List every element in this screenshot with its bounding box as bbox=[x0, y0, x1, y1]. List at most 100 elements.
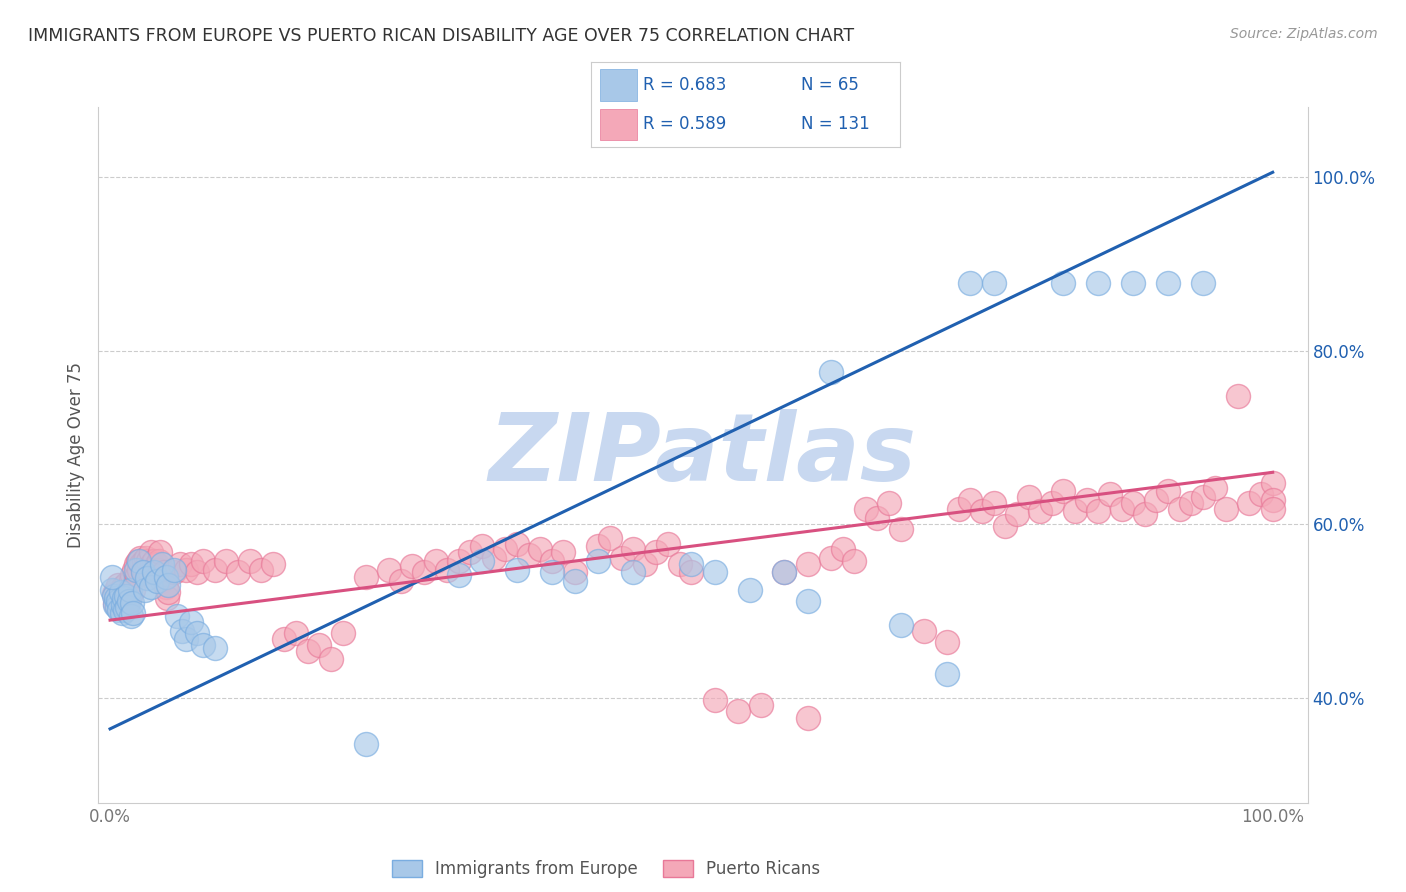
Point bbox=[773, 566, 796, 580]
Point bbox=[319, 652, 342, 666]
Point bbox=[156, 591, 179, 606]
Point bbox=[1064, 504, 1087, 518]
Point bbox=[506, 536, 529, 550]
Point bbox=[124, 563, 146, 577]
Point bbox=[447, 568, 470, 582]
Point bbox=[143, 554, 166, 568]
Point bbox=[588, 554, 610, 568]
Point bbox=[588, 539, 610, 553]
Point bbox=[127, 554, 149, 568]
Point bbox=[180, 615, 202, 629]
Bar bbox=[600, 70, 637, 101]
Point bbox=[152, 566, 174, 580]
Point bbox=[471, 539, 494, 553]
Point bbox=[668, 557, 690, 571]
Point bbox=[101, 582, 124, 597]
Point bbox=[186, 626, 208, 640]
Point bbox=[401, 559, 423, 574]
Point bbox=[1239, 496, 1261, 510]
Bar bbox=[600, 109, 637, 140]
Point bbox=[1261, 475, 1284, 490]
Point bbox=[136, 571, 159, 585]
Point bbox=[174, 632, 197, 647]
Point bbox=[186, 566, 208, 580]
Point bbox=[285, 626, 308, 640]
Point bbox=[948, 501, 970, 516]
Point bbox=[1018, 490, 1040, 504]
Point bbox=[149, 545, 172, 559]
Point bbox=[135, 550, 157, 565]
Point bbox=[890, 617, 912, 632]
Point bbox=[118, 589, 141, 603]
Point bbox=[110, 585, 132, 599]
Point bbox=[150, 557, 173, 571]
Point bbox=[983, 276, 1005, 290]
Point bbox=[1122, 276, 1144, 290]
Point bbox=[138, 554, 160, 568]
Point bbox=[471, 554, 494, 568]
Point bbox=[107, 578, 129, 592]
Y-axis label: Disability Age Over 75: Disability Age Over 75 bbox=[66, 362, 84, 548]
Point bbox=[1192, 276, 1215, 290]
Point bbox=[129, 550, 152, 565]
Point bbox=[150, 568, 173, 582]
Point bbox=[1087, 504, 1109, 518]
Point bbox=[163, 563, 186, 577]
Point bbox=[936, 635, 959, 649]
Point bbox=[128, 554, 150, 568]
Point bbox=[104, 596, 127, 610]
Point bbox=[831, 541, 853, 556]
Point bbox=[354, 737, 377, 751]
Point bbox=[148, 554, 170, 568]
Point bbox=[215, 554, 238, 568]
Point bbox=[122, 606, 145, 620]
Point bbox=[136, 563, 159, 577]
Point bbox=[645, 545, 668, 559]
Point bbox=[354, 570, 377, 584]
Point bbox=[621, 541, 644, 556]
Point bbox=[134, 582, 156, 597]
Point bbox=[155, 580, 177, 594]
Point bbox=[1204, 481, 1226, 495]
Point bbox=[110, 585, 132, 599]
Point bbox=[118, 582, 141, 597]
Point bbox=[970, 504, 993, 518]
Point bbox=[250, 563, 273, 577]
Point bbox=[134, 566, 156, 580]
Point bbox=[114, 585, 136, 599]
Point bbox=[959, 493, 981, 508]
Point bbox=[169, 557, 191, 571]
Point bbox=[517, 548, 540, 562]
Point bbox=[1168, 501, 1191, 516]
Point bbox=[163, 566, 186, 580]
Point bbox=[1052, 484, 1074, 499]
Point bbox=[866, 510, 889, 524]
Point bbox=[107, 594, 129, 608]
Point bbox=[117, 598, 139, 612]
Point bbox=[118, 594, 141, 608]
Point bbox=[108, 603, 131, 617]
Point bbox=[139, 580, 162, 594]
Point bbox=[413, 566, 436, 580]
Point bbox=[124, 557, 146, 571]
Point bbox=[111, 580, 134, 594]
Point bbox=[111, 598, 134, 612]
Point bbox=[681, 557, 703, 571]
Point bbox=[145, 566, 167, 580]
Point bbox=[610, 550, 633, 565]
Point bbox=[104, 591, 127, 606]
Point bbox=[115, 589, 138, 603]
Point bbox=[1005, 507, 1028, 521]
Point bbox=[226, 566, 249, 580]
Point bbox=[121, 568, 143, 582]
Point bbox=[1192, 490, 1215, 504]
Point bbox=[820, 365, 842, 379]
Point bbox=[105, 591, 128, 606]
Point bbox=[820, 550, 842, 565]
Point bbox=[1157, 484, 1180, 499]
Point bbox=[389, 574, 412, 588]
Point bbox=[103, 589, 125, 603]
Point bbox=[959, 276, 981, 290]
Point bbox=[1052, 276, 1074, 290]
Point bbox=[936, 667, 959, 681]
